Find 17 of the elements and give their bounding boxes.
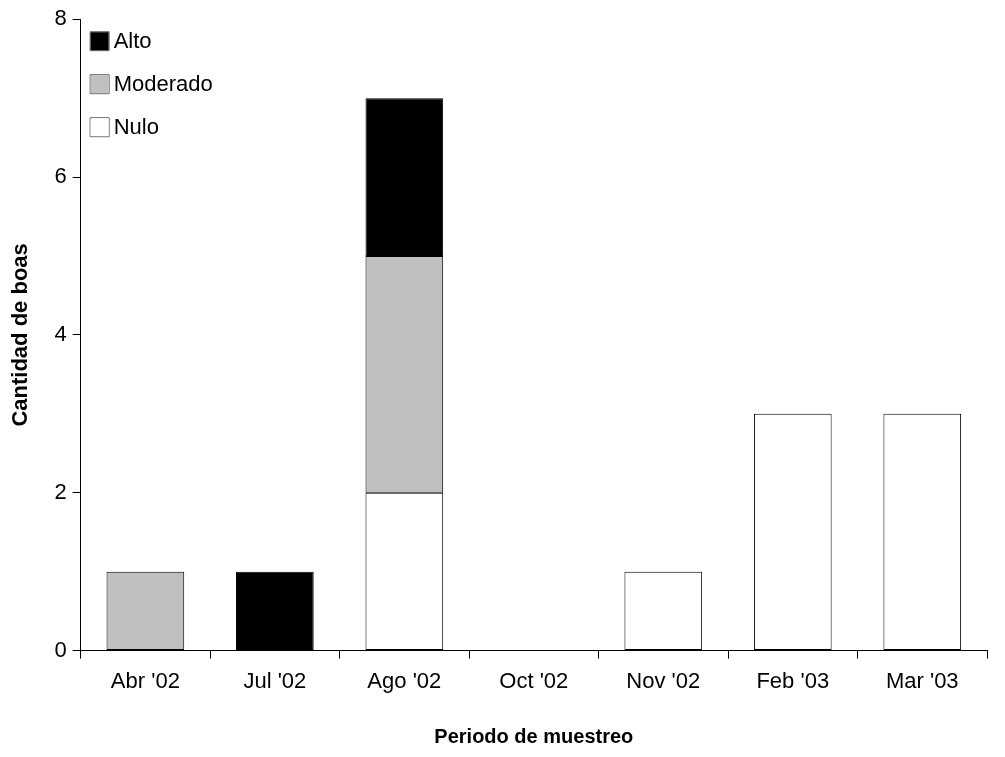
y-tick-label: 2 <box>54 478 67 504</box>
x-tick-label: Oct '02 <box>499 667 569 693</box>
y-tick-label: 4 <box>54 320 67 346</box>
x-tick-label: Jul '02 <box>243 667 307 693</box>
x-tick-label: Ago '02 <box>367 667 442 693</box>
y-tick-label: 6 <box>54 163 67 189</box>
legend-label: Nulo <box>113 114 159 140</box>
x-tick-label: Mar '03 <box>885 667 959 693</box>
x-tick-label: Abr '02 <box>110 667 180 693</box>
legend-label: Alto <box>113 28 152 54</box>
x-tick-label: Feb '03 <box>756 667 830 693</box>
x-tick-label: Nov '02 <box>626 667 701 693</box>
legend-label: Moderado <box>113 71 213 97</box>
x-axis-title: Periodo de muestreo <box>434 724 634 747</box>
y-tick-label: 8 <box>54 5 67 31</box>
y-axis-title: Cantidad de boas <box>7 243 33 427</box>
y-tick-label: 0 <box>54 636 67 662</box>
